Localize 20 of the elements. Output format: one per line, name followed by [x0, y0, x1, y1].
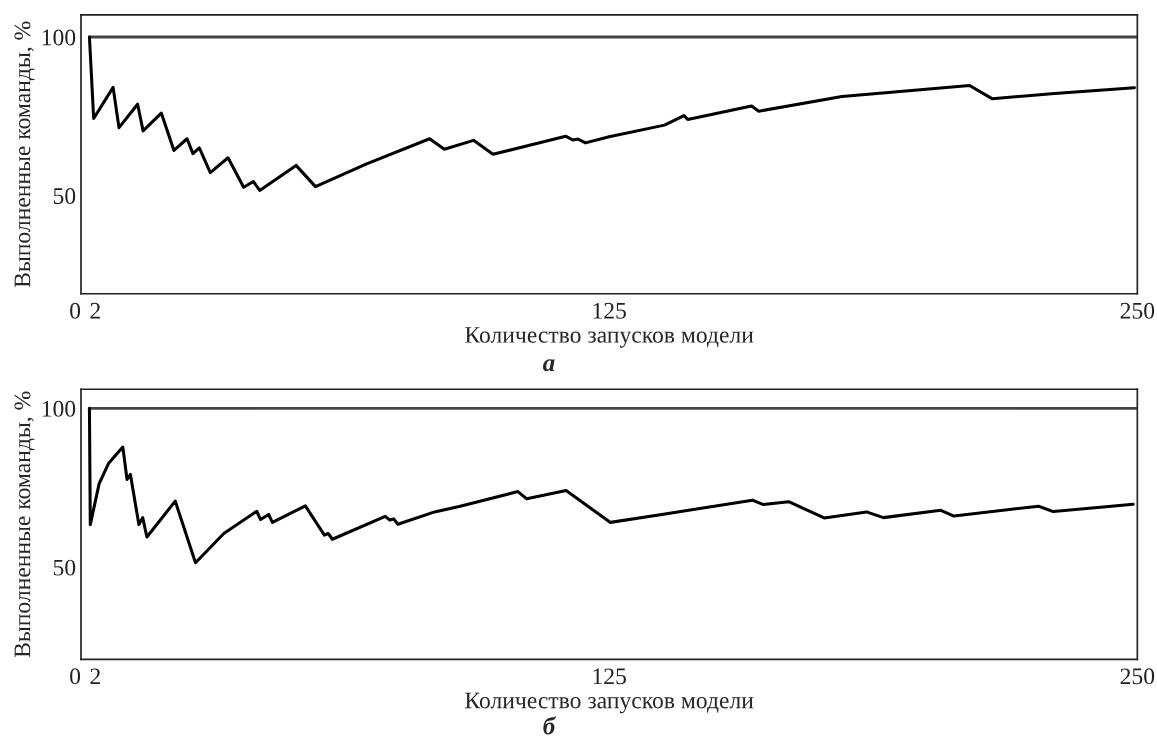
x-tick-label: 0 [70, 302, 81, 319]
text: а [542, 359, 555, 372]
y-tick-label: 100 [42, 400, 76, 417]
line-series [87, 406, 1135, 565]
x-axis-title: Количество запусков модели [465, 327, 754, 348]
x-tick-label: 0 [70, 668, 81, 685]
y-tick-label: 50 [53, 187, 76, 204]
y-tick-label: 50 [53, 559, 76, 576]
x-axis-title: Количество запусков модели [465, 692, 754, 714]
x-tick-label: 250 [1120, 668, 1155, 685]
x-tick-label: 2 [90, 302, 100, 319]
text: б [543, 716, 557, 735]
y-axis-title: Выполненные команды, % [14, 391, 35, 658]
x-tick-label: 2 [90, 668, 100, 685]
x-tick-label: 250 [1120, 302, 1155, 319]
x-tick-label: 125 [593, 668, 626, 685]
y-tick-label: 100 [42, 29, 76, 46]
y-axis-title: Выполненные команды, % [14, 21, 35, 288]
line-series [87, 35, 1136, 192]
x-tick-label: 125 [593, 302, 626, 319]
